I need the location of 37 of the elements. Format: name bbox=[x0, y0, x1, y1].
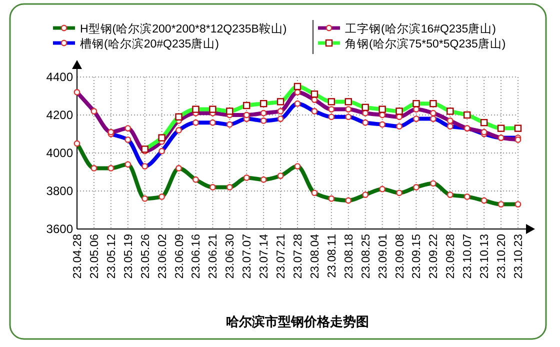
x-tick-label: 23.04.28 bbox=[72, 234, 84, 279]
x-tick-label: 23.07.28 bbox=[292, 234, 304, 279]
y-tick-label: 3800 bbox=[46, 184, 74, 198]
legend-label: 槽钢(哈尔滨20#Q235唐山) bbox=[80, 36, 220, 50]
x-tick-label: 23.06.02 bbox=[156, 234, 169, 279]
legend-label: H型钢(哈尔滨200*200*8*12Q235B鞍山) bbox=[80, 22, 287, 36]
x-tick-label: 23.08.18 bbox=[343, 234, 356, 279]
x-tick-label: 23.06.09 bbox=[174, 234, 186, 279]
x-tick-label: 23.09.15 bbox=[411, 234, 424, 279]
x-tick-label: 23.08.04 bbox=[309, 233, 322, 279]
x-tick-label: 23.06.21 bbox=[208, 234, 220, 279]
x-tick-label: 23.05.06 bbox=[88, 234, 101, 279]
legend-label: 角钢(哈尔滨75*50*5Q235唐山) bbox=[345, 36, 506, 50]
y-tick-label: 4400 bbox=[46, 70, 74, 84]
y-tick-label: 3600 bbox=[46, 222, 74, 236]
x-tick-label: 23.07.21 bbox=[276, 234, 288, 279]
x-tick-label: 23.10.13 bbox=[479, 234, 492, 279]
x-tick-label: 23.09.08 bbox=[394, 234, 406, 279]
legend-label: 工字钢(哈尔滨16#Q235唐山) bbox=[345, 22, 496, 36]
x-tick-label: 23.09.01 bbox=[377, 234, 390, 279]
x-tick-label: 23.05.12 bbox=[106, 234, 118, 279]
x-tick-label: 23.09.22 bbox=[428, 234, 440, 279]
x-tick-label: 23.05.26 bbox=[140, 234, 152, 279]
x-tick-label: 23.09.28 bbox=[445, 234, 458, 279]
x-tick-label: 23.10.23 bbox=[513, 234, 525, 279]
x-tick-label: 23.07.07 bbox=[242, 234, 254, 279]
x-tick-label: 23.08.25 bbox=[360, 234, 372, 279]
x-tick-label: 23.06.16 bbox=[190, 234, 203, 279]
text: 哈尔滨市型钢价格走势图 bbox=[226, 314, 369, 329]
x-tick-label: 23.08.11 bbox=[326, 234, 338, 278]
y-tick-label: 4200 bbox=[46, 108, 74, 122]
x-tick-label: 23.06.30 bbox=[224, 234, 237, 279]
x-tick-label: 23.10.07 bbox=[462, 234, 474, 279]
x-tick-label: 23.07.14 bbox=[258, 233, 271, 279]
x-tick-label: 23.10.20 bbox=[496, 234, 508, 279]
y-tick-label: 4000 bbox=[46, 146, 74, 160]
x-tick-label: 23.05.19 bbox=[122, 234, 135, 279]
